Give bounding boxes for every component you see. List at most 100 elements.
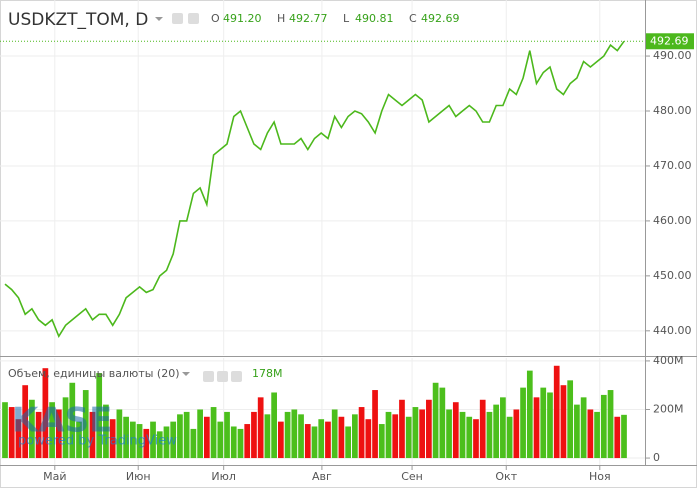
volume-bar [372,390,378,459]
volume-bar [170,421,177,459]
volume-bar [365,419,372,459]
volume-bar [237,428,244,459]
volume-bar [614,416,621,459]
settings-icon[interactable] [217,371,228,382]
volume-bar [473,419,479,459]
x-tick-label: Июл [211,470,236,483]
volume-bar [358,407,365,459]
volume-bar [506,416,513,459]
volume-bar [291,409,298,459]
volume-bar [62,397,69,459]
volume-bar [466,416,473,459]
volume-bar [230,426,237,459]
symbol-title[interactable]: USDKZT_TOM, D [8,10,148,30]
x-tick-label: Июн [126,470,151,483]
volume-bar [426,399,432,459]
volume-bar [264,414,271,459]
ohlc-value: 490.81 [355,12,394,25]
volume-bar [405,416,412,459]
volume-bar [399,399,405,459]
ohlc-value: 492.69 [421,12,460,25]
volume-bar [493,404,500,459]
watermark-caption: powered by TradingView [18,434,177,449]
volume-bar [143,428,150,459]
volume-bar [352,414,358,459]
volume-bar [452,402,459,459]
volume-bar [42,368,49,459]
volume-bar [103,404,109,459]
price-line [4,40,625,339]
volume-bar [35,411,42,459]
eye-icon[interactable] [172,13,183,24]
volume-bar [392,414,399,459]
dropdown-arrow[interactable] [182,372,190,376]
volume-bar [540,387,547,459]
grid [0,0,645,465]
eye-icon[interactable] [203,371,214,382]
volume-bar [76,421,82,459]
volume-bar [385,411,392,459]
volume-bar [520,387,526,459]
volume-bar [412,407,419,459]
volume-bar [621,414,627,459]
volume-bar [244,424,251,459]
y-tick-label: 490.00 [653,49,692,62]
volume-bar [89,411,96,459]
volume-bar [513,409,520,459]
volume-bar [224,411,230,459]
dropdown-arrow[interactable] [155,17,163,21]
x-tick-label: Май [43,470,66,483]
last-price-box [646,33,694,50]
volume-bar [325,421,331,459]
last-price-label: 492.69 [650,34,689,47]
volume-bar [96,373,103,459]
volume-bar [136,424,143,459]
ohlc-value: 491.20 [223,12,262,25]
settings-icon[interactable] [188,13,199,24]
x-tick-label: Окт [495,470,517,483]
volume-bar [486,411,493,459]
volume-bar [15,419,22,459]
volume-bar [69,382,76,459]
volume-bar [304,424,311,459]
volume-bar [607,390,614,459]
volume-bar [8,407,15,459]
volume-bar [123,416,129,459]
volume-bar [311,426,318,459]
volume-bar [567,380,574,459]
volume-bar [459,411,466,459]
volume-bar [338,416,345,459]
volume-bar [129,421,136,459]
volume-bar [284,411,291,459]
volume-title: Объем, единицы валюты (20) [8,367,180,380]
y-tick-label: 440.00 [653,324,692,337]
volume-bar [574,404,580,459]
volume-bar [49,402,55,459]
volume-bar [55,409,62,459]
ohlc-label: H [277,12,285,25]
marks [0,40,645,459]
volume-bar [116,409,123,459]
volume-bar [298,414,304,459]
x-tick-label: Ноя [589,470,611,483]
volume-bar [197,409,203,459]
volume-bar [479,399,486,459]
y-tick-label: 480.00 [653,104,692,117]
volume-bar [251,411,257,459]
volume-bar [560,385,567,459]
volume-bar [553,365,560,459]
close-icon[interactable] [231,371,242,382]
volume-bar [150,421,156,459]
volume-bar [271,392,277,459]
volume-bar [277,421,284,459]
volume-bar [580,397,587,459]
y-tick-label: 450.00 [653,269,692,282]
volume-bar [210,407,217,459]
volume-bar [533,397,540,459]
y-tick-label: 200M [653,402,684,415]
ohlc-label: C [409,12,417,25]
x-tick-label: Сен [401,470,423,483]
ohlc-value: 492.77 [289,12,328,25]
